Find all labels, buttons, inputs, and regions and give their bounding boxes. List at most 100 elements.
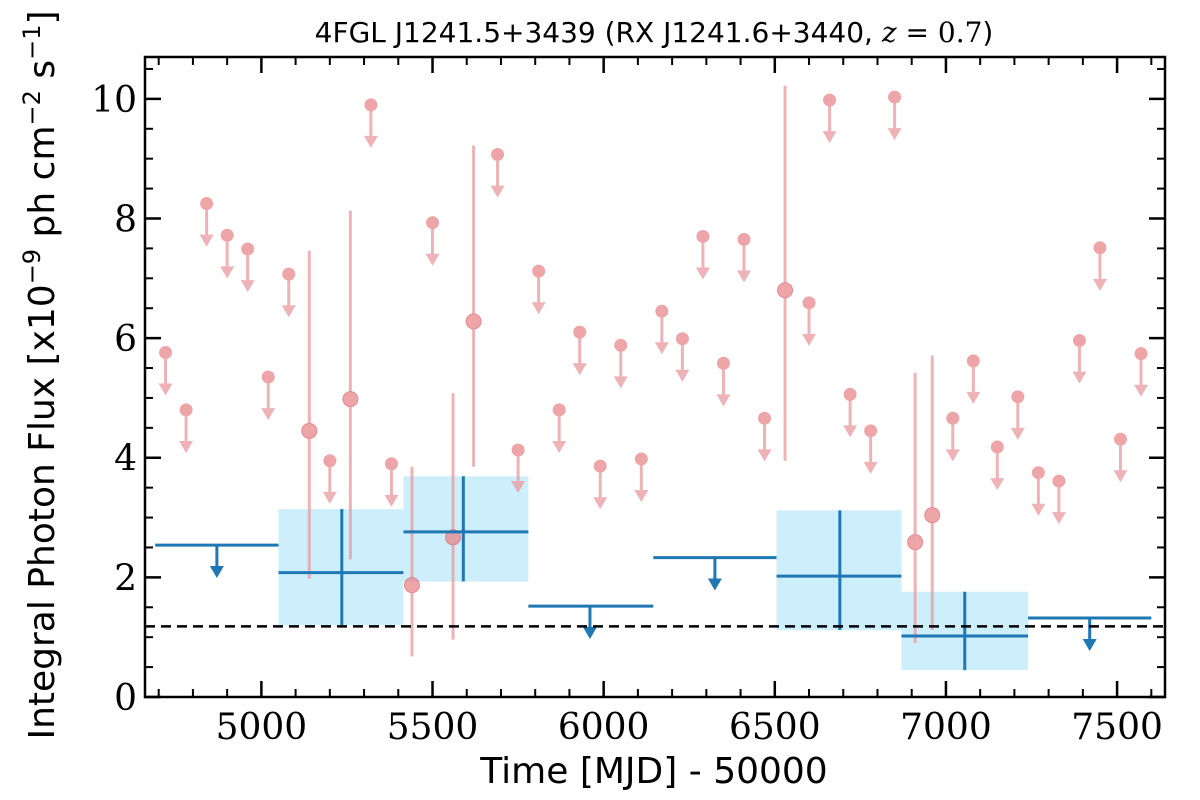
upper-limit-marker — [1114, 432, 1128, 446]
detection-marker — [342, 391, 359, 408]
fine-upper-limit — [158, 345, 173, 396]
y-tick-label: 10 — [91, 80, 137, 121]
fine-upper-limit — [736, 232, 751, 283]
upper-limit-arrow — [552, 440, 567, 453]
upper-limit-marker — [1011, 390, 1025, 404]
upper-limit-arrow — [179, 440, 194, 453]
fine-upper-limit — [1113, 432, 1128, 483]
detection-marker — [301, 422, 318, 439]
upper-limit-marker — [241, 242, 255, 256]
upper-limit-arrow — [654, 342, 669, 355]
upper-limit-marker — [802, 296, 816, 310]
upper-limit-marker — [364, 98, 378, 112]
fine-upper-limit — [552, 403, 567, 453]
upper-limit-arrow — [582, 627, 597, 639]
fine-upper-limit — [822, 93, 837, 144]
y-axis-label: Integral Photon Flux [x10−9 ph cm−2 s−1] — [18, 10, 63, 739]
upper-limit-marker — [573, 325, 587, 339]
fine-upper-limit — [654, 304, 669, 355]
upper-limit-arrow — [757, 449, 772, 462]
fine-upper-limit — [281, 267, 296, 318]
x-tick-label: 7000 — [900, 707, 992, 748]
x-axis-label: Time [MJD] - 50000 — [479, 751, 827, 792]
upper-limit-marker — [864, 424, 878, 438]
upper-limit-arrow — [209, 565, 224, 578]
upper-limit-arrow — [1051, 512, 1066, 525]
upper-limit-arrow — [863, 461, 878, 474]
upper-limit-marker — [220, 228, 234, 242]
upper-limit-arrow — [716, 394, 731, 407]
upper-limit-marker — [384, 457, 398, 471]
fine-bin-series — [158, 85, 1149, 657]
fine-upper-limit — [863, 424, 878, 474]
fine-upper-limit — [179, 403, 194, 453]
upper-limit-arrow — [531, 302, 546, 315]
upper-limit-arrow — [1072, 371, 1087, 384]
chart-title: 4FGL J1241.5+3439 (RX J1241.6+3440, z = … — [315, 16, 994, 49]
fine-detection — [924, 355, 941, 631]
upper-limit-arrow — [1031, 503, 1046, 516]
fine-upper-limit — [757, 411, 772, 462]
upper-limit-marker — [1134, 347, 1148, 361]
fine-upper-limit — [675, 332, 690, 382]
fine-upper-limit — [945, 411, 960, 462]
fine-upper-limit — [1031, 466, 1046, 516]
fine-upper-limit — [990, 440, 1005, 491]
upper-limit-arrow — [572, 363, 587, 376]
upper-limit-marker — [655, 304, 669, 318]
fine-upper-limit — [802, 296, 817, 346]
fine-upper-limit — [220, 228, 235, 279]
upper-limit-arrow — [425, 253, 440, 266]
fine-upper-limit — [322, 454, 337, 504]
x-tick-label: 6500 — [729, 707, 821, 748]
fine-upper-limit — [1072, 334, 1087, 384]
upper-limit-arrow — [322, 491, 337, 504]
upper-limit-marker — [1052, 474, 1066, 488]
upper-limit-marker — [200, 197, 214, 211]
fine-detection — [907, 372, 924, 644]
upper-limit-marker — [593, 459, 607, 473]
coarse-upper-limit — [653, 556, 777, 591]
upper-limit-arrow — [613, 376, 628, 389]
detection-marker — [403, 577, 420, 594]
y-tick-label: 4 — [114, 439, 137, 480]
coarse-detection — [901, 591, 1029, 671]
fine-upper-limit — [716, 356, 731, 407]
upper-limit-marker — [323, 454, 337, 468]
y-tick-label: 2 — [114, 558, 137, 599]
upper-limit-arrow — [966, 391, 981, 404]
upper-limit-arrow — [843, 425, 858, 438]
upper-limit-marker — [843, 387, 857, 401]
upper-limit-marker — [532, 264, 546, 278]
upper-limit-marker — [634, 452, 648, 466]
coarse-error-band — [403, 476, 529, 582]
upper-limit-arrow — [695, 267, 710, 280]
y-axis-ticks: 0 2 4 6 8 10 — [91, 67, 1165, 719]
upper-limit-arrow — [822, 131, 837, 144]
fine-upper-limit — [887, 90, 902, 141]
upper-limit-marker — [990, 440, 1004, 454]
upper-limit-arrow — [990, 478, 1005, 491]
upper-limit-arrow — [634, 490, 649, 503]
upper-limit-arrow — [1082, 638, 1097, 651]
fine-upper-limit — [593, 459, 608, 510]
upper-limit-arrow — [490, 185, 505, 198]
upper-limit-arrow — [261, 408, 276, 421]
detection-marker — [465, 313, 482, 330]
fine-upper-limit — [531, 264, 546, 315]
fine-upper-limit — [384, 457, 399, 507]
upper-limit-arrow — [281, 305, 296, 318]
upper-limit-marker — [888, 90, 902, 104]
fine-detection — [445, 393, 462, 640]
upper-limit-marker — [716, 356, 730, 370]
detection-marker — [907, 534, 924, 551]
upper-limit-arrow — [240, 280, 255, 293]
upper-limit-marker — [823, 93, 837, 107]
upper-limit-marker — [282, 267, 296, 281]
fine-detection — [403, 466, 420, 657]
coarse-detection — [403, 476, 529, 582]
upper-limit-marker — [511, 443, 525, 457]
upper-limit-arrow — [945, 449, 960, 462]
fine-upper-limit — [511, 443, 526, 494]
